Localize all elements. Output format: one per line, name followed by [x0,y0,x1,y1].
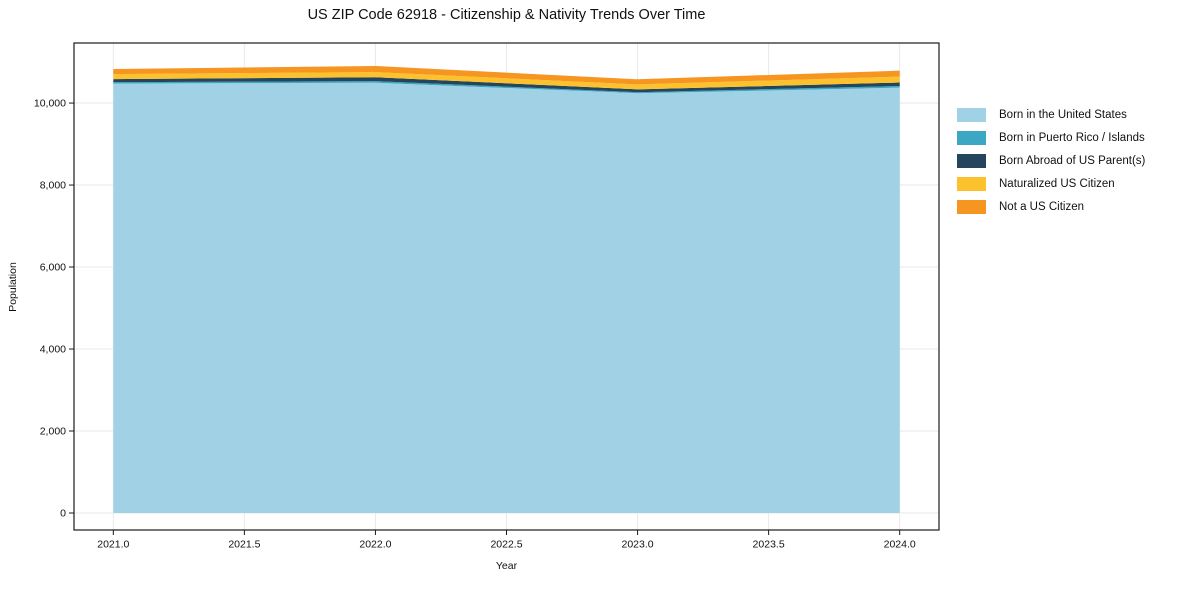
x-tick-label: 2022.0 [359,539,391,551]
y-tick-label: 8,000 [40,180,66,192]
legend-item: Naturalized US Citizen [957,173,1145,196]
legend-item: Not a US Citizen [957,196,1145,219]
legend-swatch-naturalized-us-citizen [957,177,986,192]
legend-label: Not a US Citizen [999,201,1085,214]
x-tick-label: 2021.0 [97,539,129,551]
y-tick-label: 6,000 [40,262,66,274]
legend: Born in the United States Born in Puerto … [957,103,1145,219]
area-born-in-puerto-rico-islands [113,81,900,94]
legend-label: Born in the United States [999,108,1127,121]
legend-swatch-born-abroad-of-us-parent-s [957,153,986,168]
legend-label: Born in Puerto Rico / Islands [999,131,1145,144]
y-axis-label: Population [7,262,19,312]
legend-item: Born in Puerto Rico / Islands [957,126,1145,149]
legend-swatch-born-in-the-united-states [957,107,986,122]
x-tick-label: 2023.5 [753,539,785,551]
y-tick-label: 0 [60,507,66,519]
legend-label: Born Abroad of US Parent(s) [999,154,1146,167]
x-axis-label: Year [495,560,518,572]
x-tick-label: 2021.5 [228,539,260,551]
legend-label: Naturalized US Citizen [999,178,1115,191]
x-tick-label: 2022.5 [490,539,522,551]
legend-swatch-not-a-us-citizen [957,200,986,215]
y-tick-label: 2,000 [40,426,66,438]
chart-title: US ZIP Code 62918 - Citizenship & Nativi… [307,7,706,23]
legend-item: Born Abroad of US Parent(s) [957,149,1145,172]
area-born-in-the-united-states [113,82,900,513]
area-not-a-us-citizen [113,65,900,85]
area-naturalized-us-citizen [113,72,900,90]
y-tick-label: 4,000 [40,344,66,356]
y-tick-label: 10,000 [34,98,66,110]
legend-swatch-born-in-puerto-rico-islands [957,130,986,145]
legend-item: Born in the United States [957,103,1145,126]
x-tick-label: 2023.0 [621,539,653,551]
area-born-abroad-of-us-parent-s [113,77,900,93]
x-tick-label: 2024.0 [884,539,916,551]
